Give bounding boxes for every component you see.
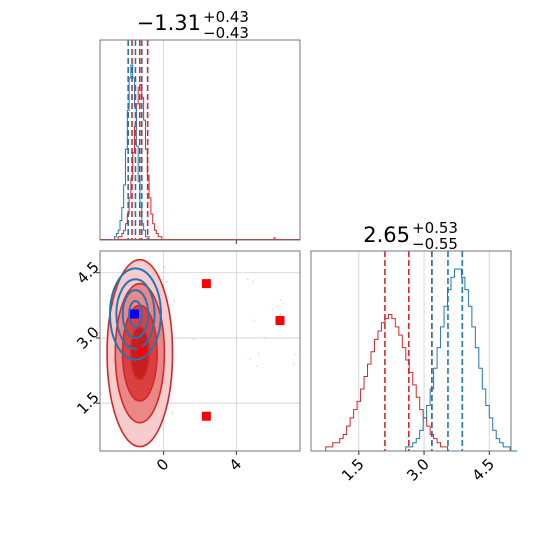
series-a-tail-point <box>255 365 258 367</box>
series-b-contour-1 <box>121 289 150 339</box>
series-a-tail-point <box>247 278 249 281</box>
hist-param-0-panel: −1.31 +0.43 −0.43 <box>99 8 301 244</box>
marker-point-4 <box>130 309 140 319</box>
hist-param-1-frame <box>310 250 512 452</box>
hist-param-0-frame-bg <box>100 40 300 240</box>
title-param-1-sup: +0.53 <box>412 219 458 237</box>
series-a-tail-point <box>280 312 282 315</box>
series-b-contour-3 <box>109 267 162 361</box>
series-a-tail-point <box>264 337 266 339</box>
title-param-0-sub: −0.43 <box>203 24 249 42</box>
series-a-sample-point <box>111 239 114 241</box>
series-a-tail-point <box>257 352 260 355</box>
series-a-histogram <box>112 83 168 241</box>
joint-points <box>130 279 285 421</box>
series-a-sample-point <box>171 411 173 414</box>
series-a-sample-point <box>132 223 135 226</box>
series-a-sample-point <box>173 300 176 303</box>
series-b-contour-2 <box>115 278 156 350</box>
series-a-tail-point <box>293 362 295 365</box>
hist-param-1-panel: 1.5 3.0 4.5 2.65 +0.53 −0.55 <box>310 219 518 485</box>
hist-param-0-frame <box>99 39 301 241</box>
series-a-tail-point <box>251 280 254 283</box>
series-a-tail-point <box>294 353 297 356</box>
series-a-sample-point <box>163 266 166 269</box>
series-a-sample-point <box>192 338 195 340</box>
series-a-tail-point <box>271 308 274 310</box>
title-param-0-main: −1.31 <box>137 11 201 35</box>
marker-point-0 <box>201 279 211 289</box>
series-b-contour-0 <box>128 300 143 329</box>
series-a-tail-point <box>253 319 255 322</box>
marker-point-3 <box>137 346 147 356</box>
title-param-1-sub: −0.55 <box>412 235 458 253</box>
title-param-0-sup: +0.43 <box>203 8 249 26</box>
hist-param-1-frame-bg <box>311 251 511 451</box>
series-a-tail-point <box>277 305 279 308</box>
hist-param-0-grid <box>163 40 237 240</box>
series-a-tail-point <box>282 303 284 305</box>
hist-param-1-quantile-lines <box>384 251 464 451</box>
marker-point-2 <box>201 411 211 421</box>
series-a-sample-point <box>166 281 168 283</box>
series-a-tail-point <box>249 358 252 360</box>
joint-frame <box>99 250 301 452</box>
title-param-1-main: 2.65 <box>363 223 410 247</box>
marker-point-1 <box>275 316 285 326</box>
series-a-tail-point <box>279 299 282 301</box>
